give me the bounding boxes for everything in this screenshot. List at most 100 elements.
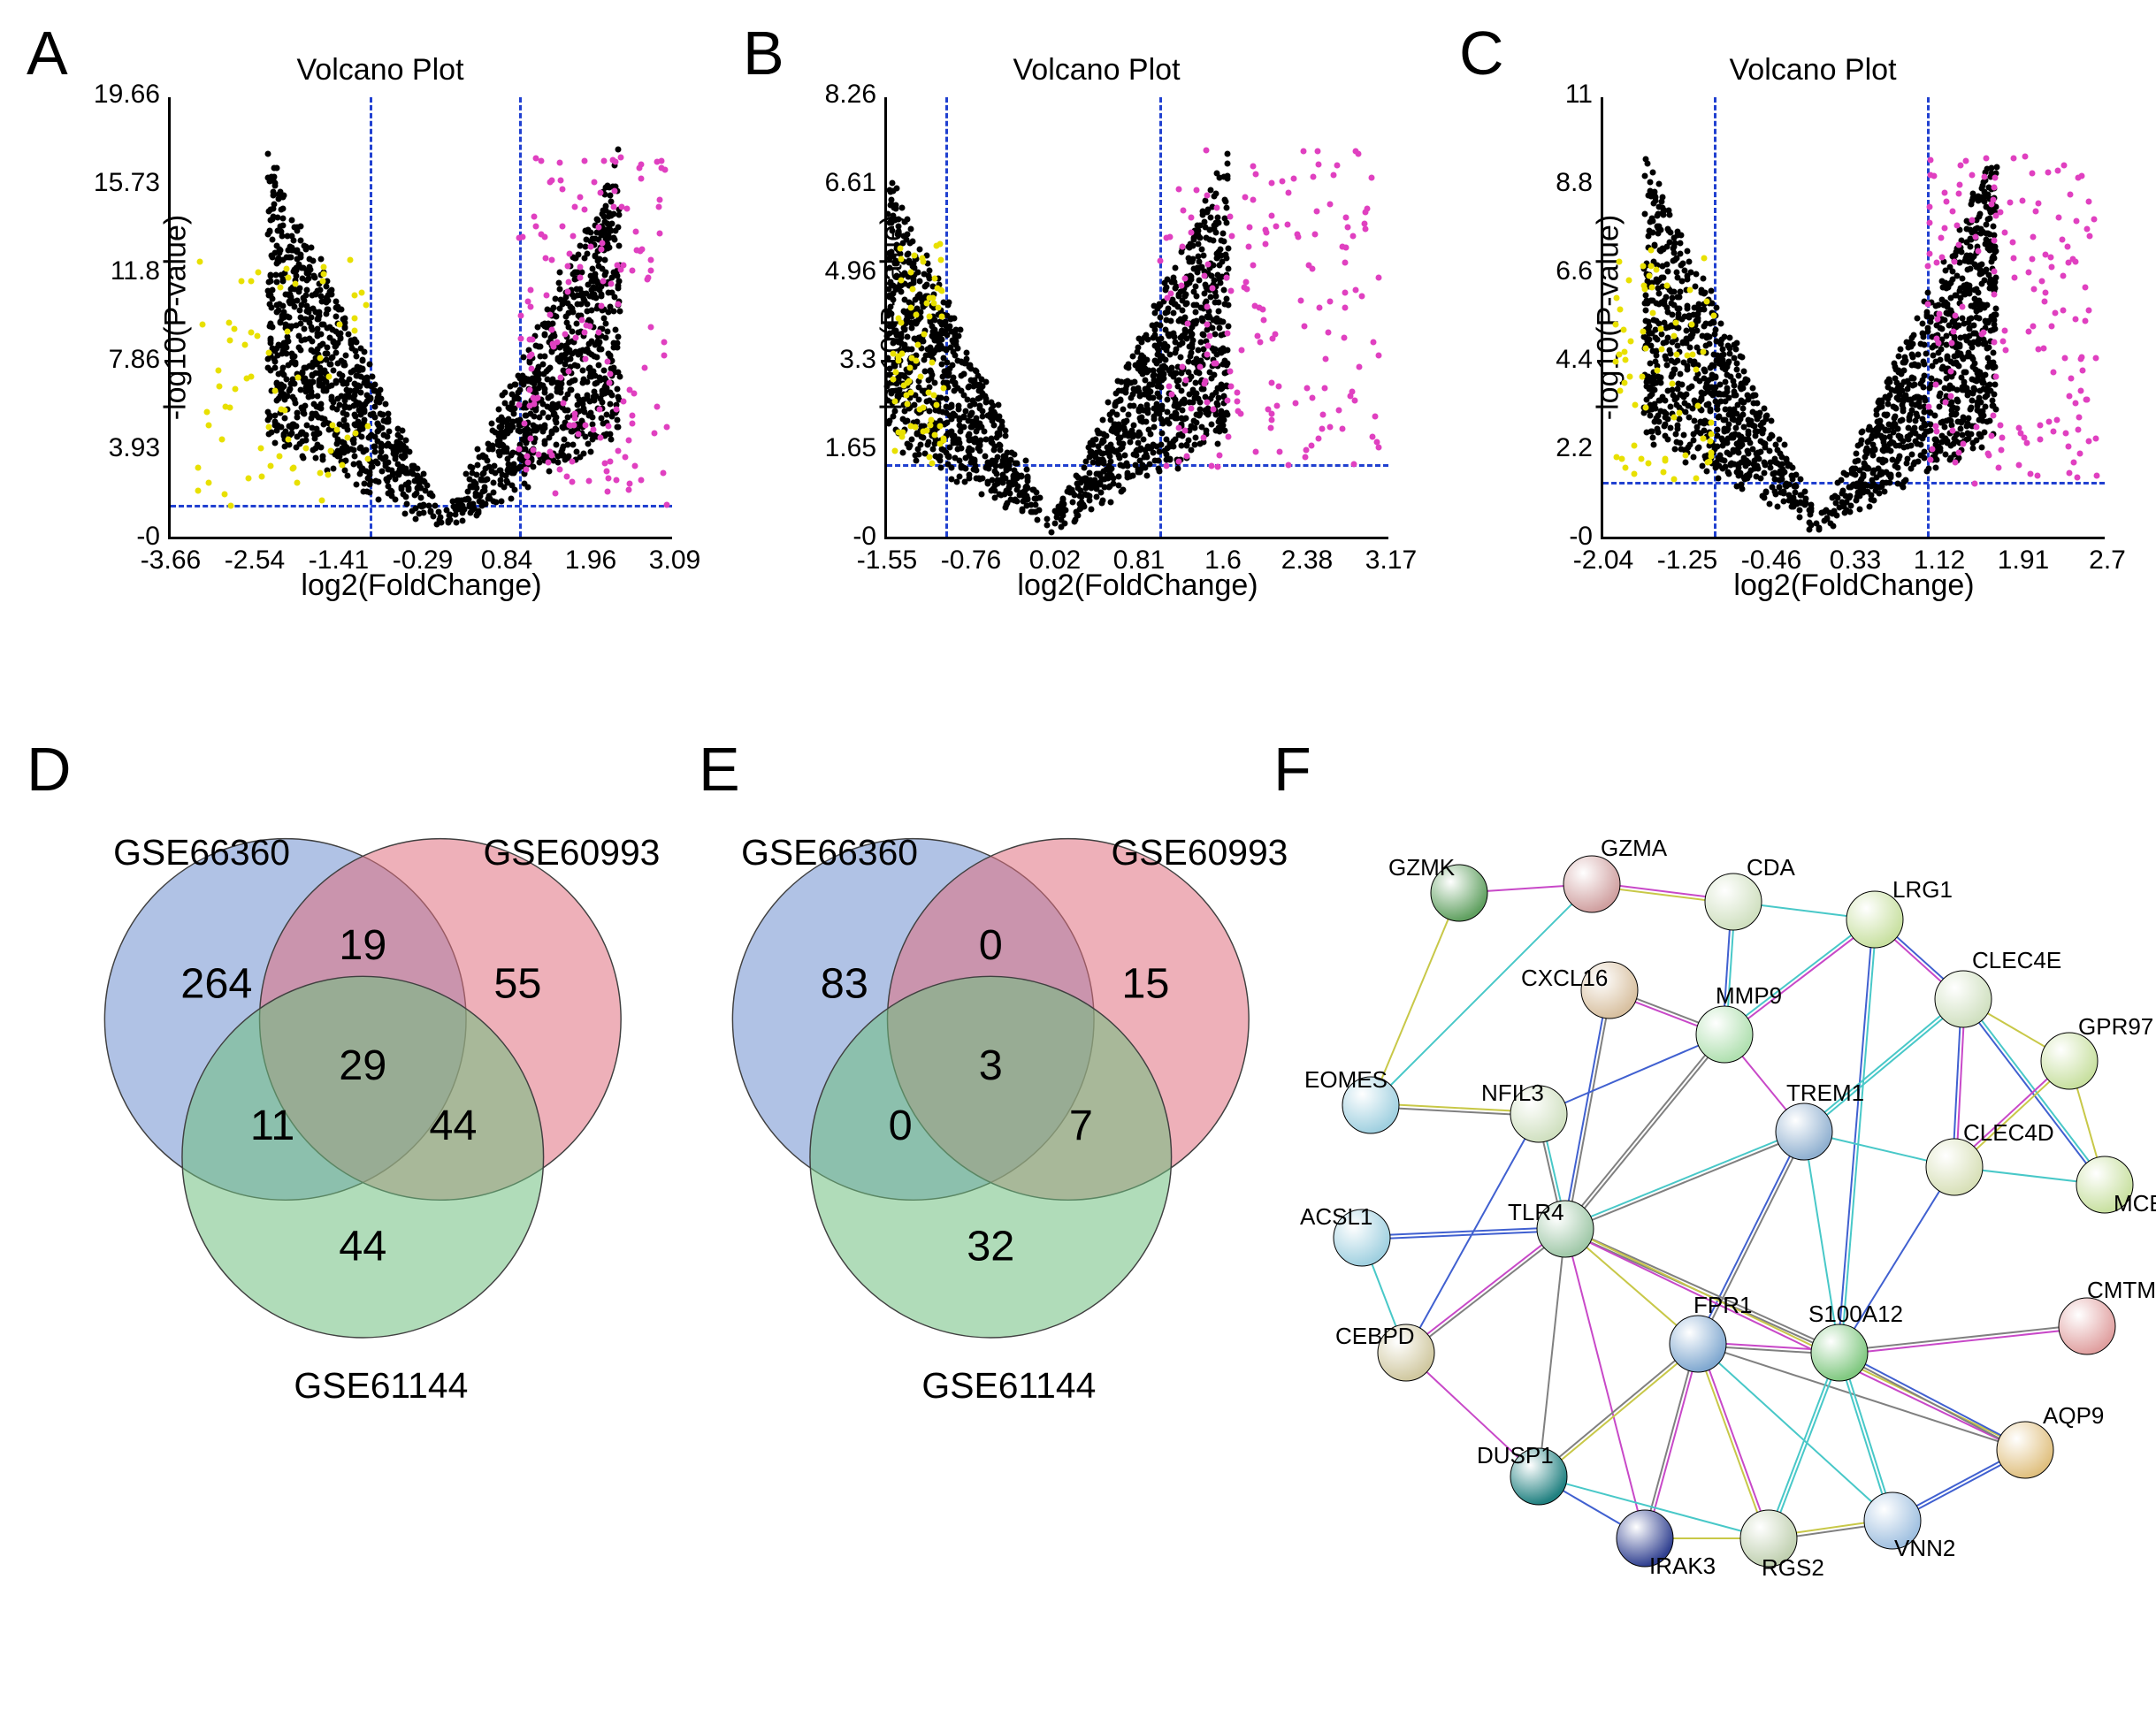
data-point — [562, 408, 569, 414]
data-point — [1686, 258, 1693, 264]
data-point — [530, 422, 536, 428]
data-point — [952, 352, 959, 358]
data-point — [1989, 256, 1995, 262]
data-point — [1196, 370, 1202, 376]
data-point — [1223, 255, 1229, 261]
data-point — [983, 395, 990, 401]
data-point — [638, 477, 644, 484]
panel-label-f: F — [1273, 734, 1311, 805]
data-point — [536, 415, 542, 421]
data-point — [663, 502, 669, 508]
data-point — [908, 436, 914, 442]
data-point — [266, 227, 272, 233]
data-point — [570, 233, 577, 239]
data-point — [1224, 204, 1230, 210]
data-point — [1991, 321, 1997, 327]
data-point — [1212, 361, 1219, 367]
data-point — [572, 203, 578, 210]
data-point — [1182, 276, 1189, 282]
data-point — [1903, 339, 1909, 345]
data-point — [1215, 309, 1221, 315]
data-point — [1216, 275, 1222, 281]
data-point — [596, 225, 602, 231]
data-point — [1723, 378, 1729, 385]
data-point — [546, 395, 552, 401]
data-point — [288, 424, 294, 431]
data-point — [1151, 378, 1158, 384]
data-point — [1113, 431, 1120, 437]
data-point — [1684, 367, 1690, 373]
data-point — [601, 257, 608, 263]
data-point — [1663, 410, 1670, 416]
data-point — [452, 511, 458, 517]
data-point — [975, 445, 981, 451]
data-point — [893, 332, 899, 339]
data-point — [542, 320, 548, 326]
data-point — [982, 454, 988, 460]
data-point — [286, 362, 292, 368]
data-point — [1074, 480, 1080, 486]
data-point — [491, 479, 497, 485]
data-point — [1764, 413, 1770, 419]
data-point — [1113, 412, 1120, 418]
data-point — [1372, 413, 1379, 419]
data-point — [559, 187, 565, 193]
data-point — [1171, 444, 1177, 450]
data-point — [612, 158, 618, 164]
data-point — [335, 331, 341, 337]
data-point — [1125, 472, 1131, 478]
data-point — [1967, 353, 1973, 359]
data-point — [615, 333, 622, 340]
data-point — [1655, 337, 1661, 343]
data-point — [297, 285, 303, 291]
data-point — [271, 387, 278, 393]
data-point — [1128, 439, 1134, 446]
data-point — [1901, 379, 1908, 385]
data-point — [1210, 317, 1216, 324]
data-point — [967, 423, 974, 430]
data-point — [497, 467, 503, 473]
data-point — [540, 401, 547, 408]
data-point — [1107, 469, 1113, 475]
data-point — [337, 370, 343, 377]
data-point — [1736, 450, 1742, 456]
data-point — [1179, 283, 1185, 289]
data-point — [1957, 260, 1963, 266]
data-point — [1342, 245, 1349, 251]
data-point — [284, 329, 290, 335]
data-point — [1151, 405, 1157, 411]
data-point — [1218, 237, 1224, 243]
data-point — [1073, 509, 1079, 515]
data-point — [598, 378, 604, 384]
data-point — [910, 286, 916, 293]
data-point — [1119, 379, 1125, 385]
data-point — [1070, 499, 1076, 505]
y-tick: 8.26 — [825, 80, 887, 110]
data-point — [1350, 461, 1357, 467]
data-point — [372, 404, 378, 410]
data-point — [1167, 351, 1174, 357]
data-point — [949, 362, 955, 368]
data-point — [1179, 340, 1185, 347]
data-point — [1195, 347, 1201, 353]
data-point — [459, 510, 465, 516]
data-point — [1225, 347, 1231, 354]
y-tick: 4.4 — [1556, 345, 1603, 375]
data-point — [651, 430, 657, 436]
data-point — [1285, 462, 1291, 469]
data-point — [1166, 368, 1173, 374]
data-point — [608, 280, 614, 286]
data-point — [1665, 269, 1671, 275]
data-point — [1127, 403, 1133, 409]
data-point — [370, 373, 376, 379]
x-tick: -0.29 — [393, 537, 453, 576]
data-point — [366, 361, 372, 367]
data-point — [1181, 207, 1187, 213]
data-point — [524, 299, 531, 305]
data-point — [1654, 415, 1660, 421]
data-point — [1892, 442, 1899, 448]
data-point — [1044, 523, 1050, 529]
data-point — [1679, 278, 1686, 284]
data-point — [303, 277, 310, 283]
data-point — [264, 365, 271, 371]
